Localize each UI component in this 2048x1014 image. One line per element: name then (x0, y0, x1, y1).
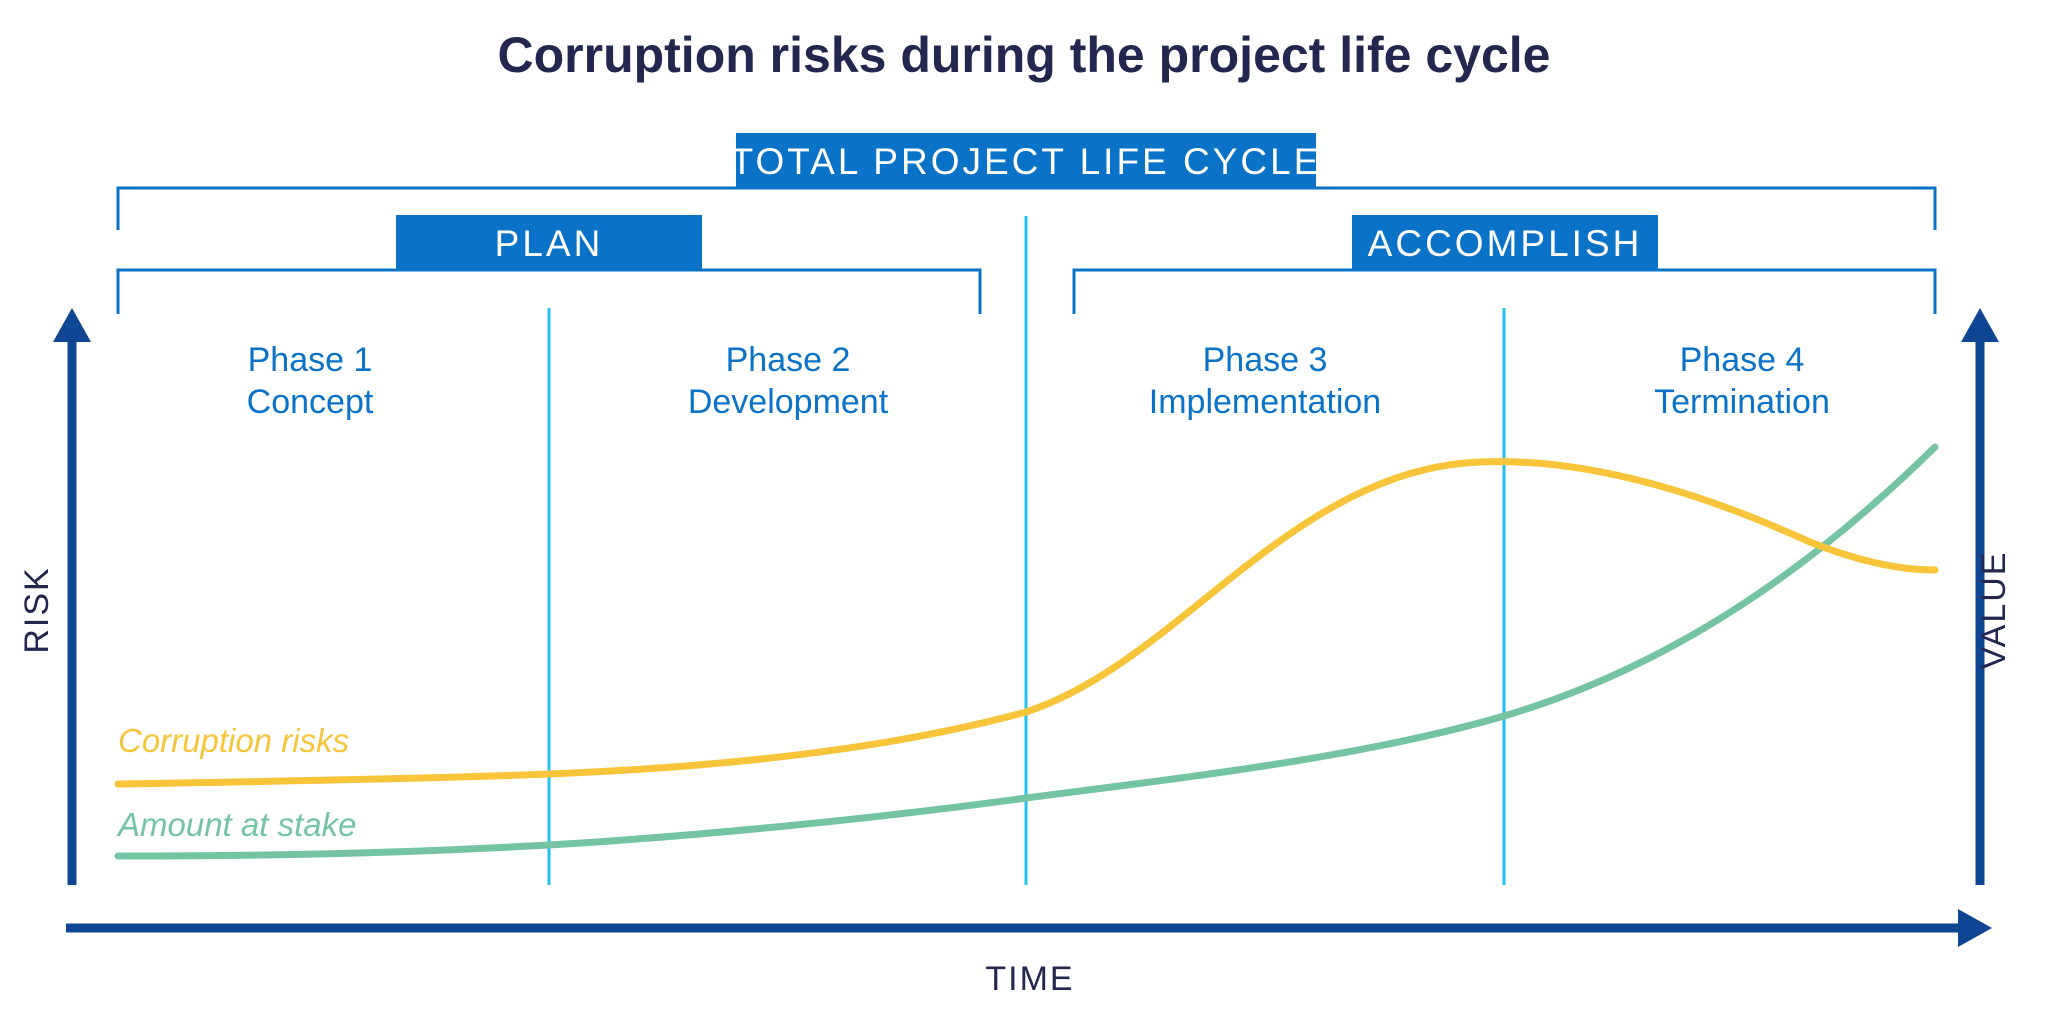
accomplish-label-box (1352, 215, 1658, 269)
value-axis: VALUE (1961, 308, 2013, 885)
phase-1-label: Phase 1 Concept (247, 341, 374, 421)
page-title: Corruption risks during the project life… (498, 27, 1551, 83)
corruption-risks-label: Corruption risks (118, 722, 349, 759)
time-axis: TIME (66, 909, 1992, 998)
time-axis-arrow-icon (1958, 909, 1992, 947)
total-label-box (736, 133, 1316, 187)
phase-2-name: Development (688, 383, 889, 421)
phase-1-name: Concept (247, 383, 374, 421)
phase-3-name: Implementation (1149, 383, 1381, 421)
plan-label-box (396, 215, 702, 269)
plan-label: PLAN (495, 223, 604, 264)
risk-axis: RISK (18, 308, 91, 885)
corruption-risks-curve (114, 458, 1939, 788)
plan-bracket-line (116, 268, 982, 314)
phase-2-number: Phase 2 (726, 341, 851, 379)
total-bracket-line (116, 186, 1937, 230)
accomplish-bracket: ACCOMPLISH (1072, 215, 1937, 314)
accomplish-label: ACCOMPLISH (1368, 223, 1643, 264)
amount-at-stake-curve (114, 443, 1939, 860)
time-axis-label: TIME (985, 960, 1074, 998)
amount-at-stake-label: Amount at stake (116, 806, 356, 843)
risk-axis-arrow-icon (53, 308, 91, 342)
value-axis-arrow-icon (1961, 308, 1999, 342)
value-axis-label: VALUE (1975, 551, 2013, 670)
phase-4-name: Termination (1654, 383, 1830, 421)
total-life-cycle-bracket: TOTAL PROJECT LIFE CYCLE (116, 133, 1937, 230)
total-label: TOTAL PROJECT LIFE CYCLE (731, 141, 1322, 182)
risk-axis-label: RISK (18, 566, 56, 653)
phase-3-number: Phase 3 (1203, 341, 1328, 379)
phase-2-label: Phase 2 Development (688, 341, 889, 421)
plan-bracket: PLAN (116, 215, 982, 314)
accomplish-bracket-line (1072, 268, 1937, 314)
phase-1-number: Phase 1 (248, 341, 373, 379)
phase-4-label: Phase 4 Termination (1654, 341, 1830, 421)
phase-3-label: Phase 3 Implementation (1149, 341, 1381, 421)
phase-4-number: Phase 4 (1680, 341, 1805, 379)
